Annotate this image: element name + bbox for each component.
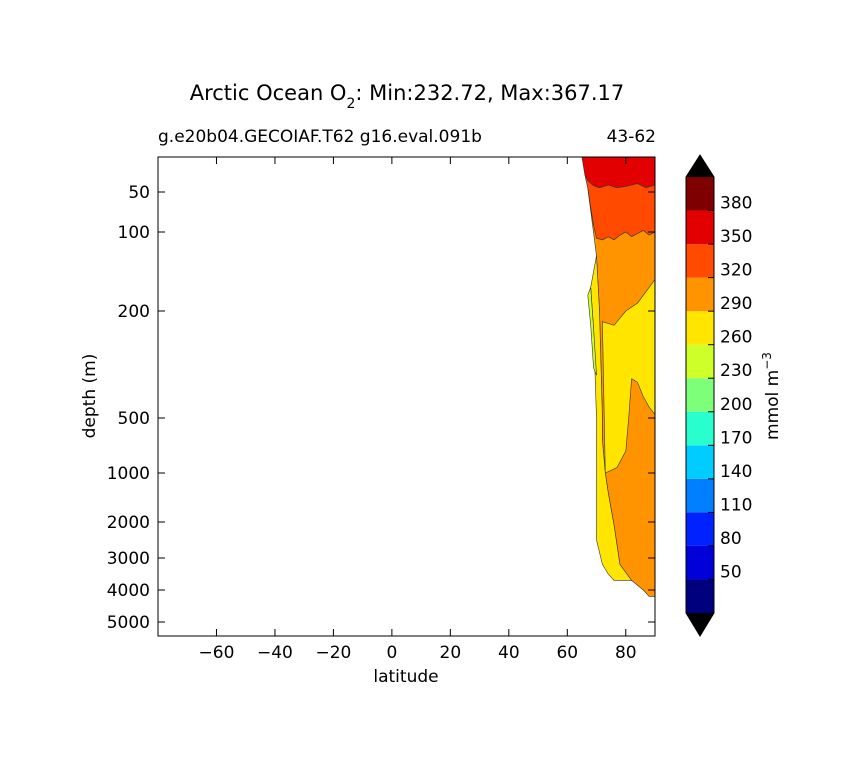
y-tick-label: 4000 bbox=[107, 581, 150, 601]
colorbar-segment bbox=[686, 378, 714, 412]
colorbar-tick-label: 260 bbox=[720, 328, 752, 348]
colorbar-segment bbox=[686, 411, 714, 446]
colorbar-segment bbox=[686, 344, 714, 379]
y-tick-label: 5000 bbox=[107, 613, 150, 633]
x-tick-label: −40 bbox=[257, 643, 293, 663]
colorbar-tick-label: 230 bbox=[720, 361, 752, 381]
chart-subtitle-left: g.e20b04.GECOIAF.T62 g16.eval.091b bbox=[158, 127, 482, 147]
x-tick-label: 20 bbox=[440, 643, 462, 663]
colorbar-tick-label: 80 bbox=[720, 529, 742, 549]
x-axis: −60 −40 −20 0 20 40 60 80 bbox=[199, 157, 637, 663]
colorbar-label-superscript: −3 bbox=[760, 352, 774, 370]
contour-region-260-290 bbox=[590, 255, 633, 581]
chart-title-subscript: 2 bbox=[346, 96, 355, 112]
x-axis-label: latitude bbox=[373, 667, 438, 687]
contour-region-260-290-inner bbox=[602, 278, 656, 474]
y-tick-label: 100 bbox=[118, 223, 150, 243]
colorbar-segment bbox=[686, 311, 714, 345]
colorbar-outline bbox=[685, 154, 715, 637]
colorbar-tick-label: 200 bbox=[720, 395, 752, 415]
colorbar-segment bbox=[686, 277, 714, 312]
y-tick-label: 50 bbox=[128, 183, 150, 203]
colorbar-tick-label: 140 bbox=[720, 462, 752, 482]
colorbar-segment bbox=[686, 210, 714, 245]
chart-title-prefix: Arctic Ocean O bbox=[190, 81, 347, 105]
x-tick-label: 80 bbox=[615, 643, 637, 663]
colorbar-tick-label: 170 bbox=[720, 428, 752, 448]
contour-region-350-380 bbox=[581, 156, 656, 189]
colorbar-label: mmol m−3 bbox=[760, 352, 783, 440]
x-tick-label: 40 bbox=[498, 643, 520, 663]
colorbar-segment bbox=[686, 445, 714, 479]
colorbar-segment bbox=[686, 478, 714, 513]
colorbar-segment bbox=[686, 177, 714, 211]
colorbar-tick-label: 50 bbox=[720, 562, 742, 582]
plot-area bbox=[581, 156, 656, 597]
colorbar-label-main: mmol m bbox=[763, 370, 783, 440]
x-tick-label: 60 bbox=[556, 643, 578, 663]
colorbar-tick-label: 380 bbox=[720, 194, 752, 214]
y-axis-label: depth (m) bbox=[80, 354, 100, 439]
x-tick-label: −20 bbox=[315, 643, 351, 663]
y-tick-label: 500 bbox=[118, 409, 150, 429]
x-tick-label: 0 bbox=[386, 643, 397, 663]
colorbar-segment bbox=[686, 545, 714, 580]
contour-region-230-260 bbox=[587, 287, 597, 376]
colorbar-extend-low bbox=[686, 613, 714, 636]
colorbar-extend-high bbox=[686, 155, 714, 177]
colorbar-tick-label: 110 bbox=[720, 495, 752, 515]
colorbar-tick-label: 290 bbox=[720, 294, 752, 314]
colorbar-segment bbox=[686, 579, 714, 613]
chart-subtitle-right: 43-62 bbox=[607, 127, 656, 147]
colorbar-segment bbox=[686, 244, 714, 278]
colorbar-segment bbox=[686, 512, 714, 546]
y-tick-label: 2000 bbox=[107, 513, 150, 533]
colorbar-tick-label: 320 bbox=[720, 261, 752, 281]
y-axis: 50 100 200 500 1000 2000 3000 4000 5000 bbox=[107, 183, 655, 633]
chart-title: Arctic Ocean O2: Min:232.72, Max:367.17 bbox=[190, 81, 625, 112]
y-tick-label: 200 bbox=[118, 302, 150, 322]
chart-title-suffix: : Min:232.72, Max:367.17 bbox=[355, 81, 624, 105]
colorbar-tick-label: 350 bbox=[720, 227, 752, 247]
plot-frame bbox=[157, 156, 656, 637]
y-tick-label: 3000 bbox=[107, 549, 150, 569]
colorbar: 50 80 110 140 170 200 230 260 290 320 350 380 bbox=[685, 154, 752, 637]
y-tick-label: 1000 bbox=[107, 464, 150, 484]
x-tick-label: −60 bbox=[199, 643, 235, 663]
